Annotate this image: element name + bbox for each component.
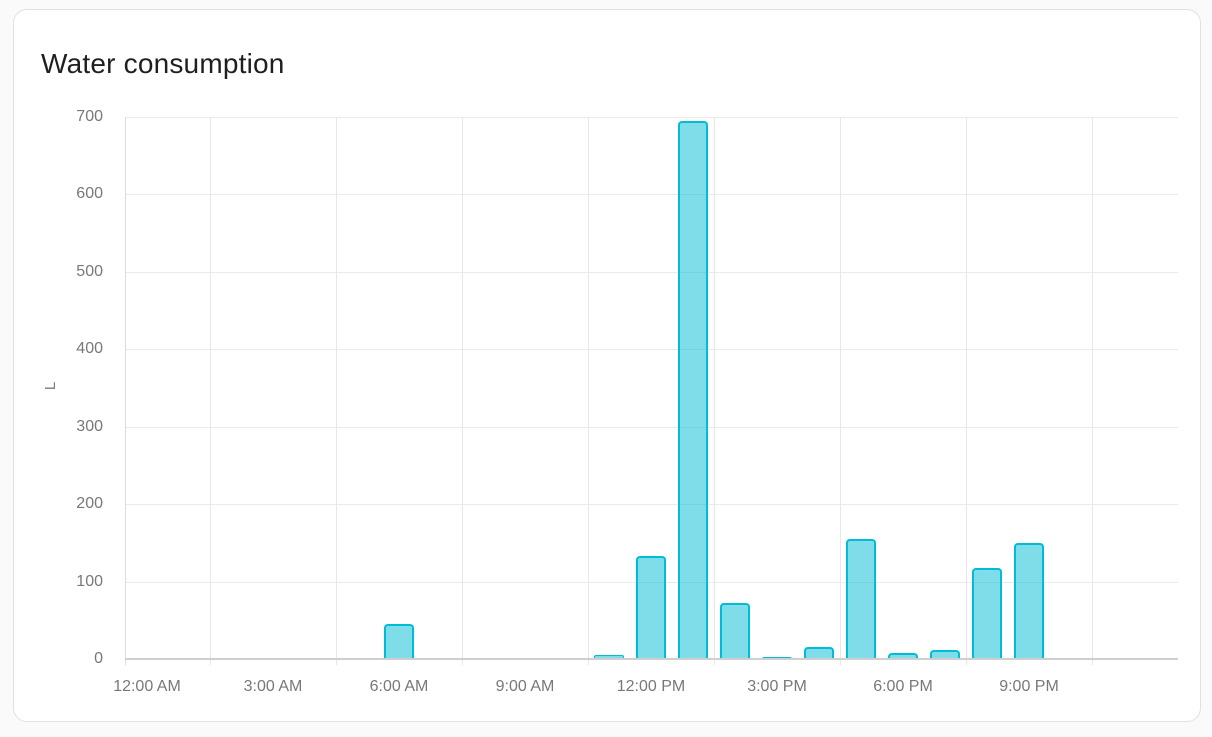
x-gridline (714, 117, 715, 665)
x-gridline (336, 117, 337, 665)
x-gridline (840, 117, 841, 665)
plot-area[interactable] (125, 117, 1178, 665)
y-tick-label: 400 (76, 340, 103, 358)
y-gridline (125, 504, 1178, 506)
water-consumption-card: Water consumption L 0 100 200 300 400 500 600 7… (13, 9, 1201, 722)
bar-6-00-am[interactable] (384, 624, 414, 659)
y-axis-title: L (42, 381, 59, 391)
x-tick-label: 3:00 AM (243, 678, 303, 695)
y-tick-label: 600 (76, 185, 103, 203)
x-gridline (462, 117, 463, 665)
y-gridline (125, 271, 1178, 273)
bar-1-00-pm[interactable] (678, 120, 708, 659)
y-tick-label: 0 (94, 650, 103, 667)
bar-7-00-pm[interactable] (930, 649, 960, 659)
x-tick-label: 6:00 PM (873, 678, 933, 695)
y-gridline (125, 194, 1178, 196)
bar-8-00-pm[interactable] (972, 567, 1002, 659)
x-tick-label: 12:00 AM (113, 678, 181, 695)
x-tick-label: 12:00 PM (616, 678, 686, 695)
y-tick-label: 100 (76, 572, 103, 590)
x-gridline (210, 117, 211, 665)
y-tick-label: 700 (76, 108, 103, 125)
x-axis-line (125, 658, 1178, 660)
y-gridline (125, 349, 1178, 351)
x-gridline (966, 117, 967, 665)
bar-5-00-pm[interactable] (846, 539, 876, 659)
y-tick-label: 200 (76, 495, 103, 513)
bar-2-00-pm[interactable] (720, 602, 750, 659)
bar-6-00-pm[interactable] (888, 652, 918, 659)
bar-9-00-pm[interactable] (1014, 542, 1044, 659)
y-tick-label: 300 (76, 417, 103, 435)
y-gridline (125, 117, 1178, 118)
y-axis-line (125, 117, 126, 665)
bar-11-00-am[interactable] (594, 655, 624, 659)
y-tick-label: 500 (76, 262, 103, 280)
x-tick-label: 9:00 AM (495, 678, 555, 695)
x-tick-label: 9:00 PM (999, 678, 1059, 695)
y-gridline (125, 426, 1178, 428)
water-consumption-chart: L 0 100 200 300 400 500 600 700 12:00 AM 3:00 AM 6… (14, 10, 1200, 721)
bar-12-00-pm[interactable] (636, 556, 666, 659)
x-tick-label: 6:00 AM (369, 678, 429, 695)
chart-title: Water consumption (41, 48, 285, 79)
bar-4-00-pm[interactable] (804, 646, 834, 659)
x-gridline (1092, 117, 1093, 665)
x-tick-label: 3:00 PM (747, 678, 807, 695)
x-gridline (588, 117, 589, 665)
